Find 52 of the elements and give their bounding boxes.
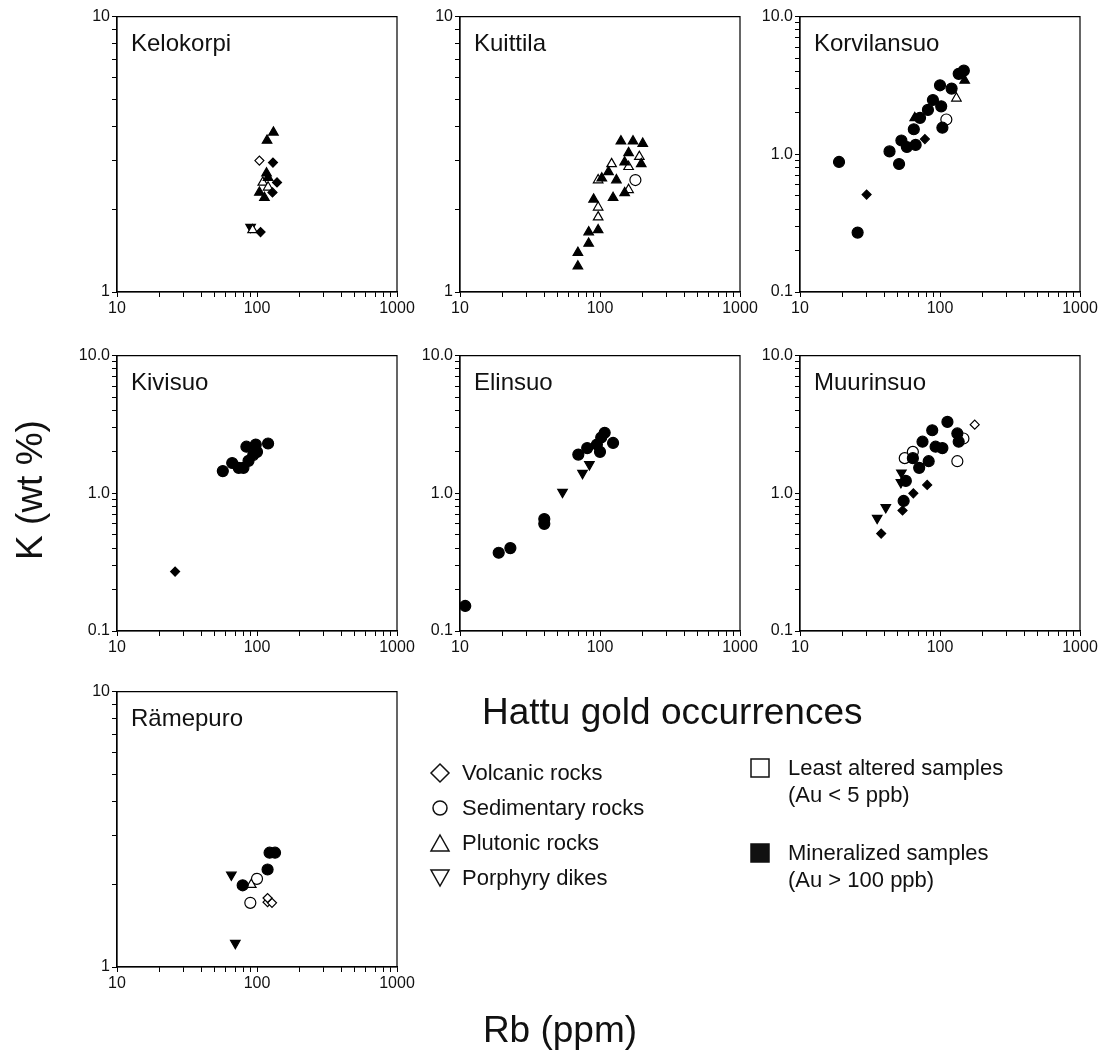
y-tick-label: 10.0 [761, 346, 794, 364]
y-tick-label: 0.1 [770, 282, 794, 300]
y-tick-label: 1 [101, 282, 111, 300]
x-tick-label: 100 [243, 638, 271, 656]
y-tick-label: 1.0 [87, 483, 111, 501]
y-tick-label: 1.0 [430, 483, 454, 501]
y-tick-label: 0.1 [87, 621, 111, 639]
x-tick-label: 10 [451, 638, 469, 656]
x-tick-label: 100 [243, 299, 271, 317]
x-tick-label: 10 [791, 638, 809, 656]
y-tick-label: 10.0 [78, 346, 111, 364]
x-tick-label: 1000 [722, 299, 758, 317]
x-tick-label: 100 [243, 974, 271, 992]
x-tick-label: 10 [451, 299, 469, 317]
text: K (wt %) [8, 419, 51, 562]
y-tick-label: 1 [101, 957, 111, 975]
x-tick-label: 100 [926, 299, 954, 317]
text: Porphyry dikes [462, 864, 608, 891]
text: Kivisuo [131, 368, 209, 396]
y-tick-label: 0.1 [770, 621, 794, 639]
y-tick-label: 1 [444, 282, 454, 300]
text: Volcanic rocks [462, 759, 603, 786]
x-tick-label: 100 [926, 638, 954, 656]
x-tick-label: 100 [586, 299, 614, 317]
x-tick-label: 1000 [379, 974, 415, 992]
x-tick-label: 1000 [722, 638, 758, 656]
x-tick-label: 10 [791, 299, 809, 317]
x-tick-label: 1000 [1062, 638, 1098, 656]
text: Kuittila [474, 29, 547, 57]
y-tick-label: 10 [435, 7, 454, 25]
text: Kelokorpi [131, 29, 232, 57]
text: Mineralized samples (Au > 100 ppb) [788, 839, 989, 893]
y-tick-label: 0.1 [430, 621, 454, 639]
x-tick-label: 1000 [1062, 299, 1098, 317]
y-tick-label: 10.0 [421, 346, 454, 364]
y-tick-label: 10 [92, 7, 111, 25]
x-tick-label: 1000 [379, 638, 415, 656]
y-tick-label: 1.0 [770, 144, 794, 162]
text: Elinsuo [474, 368, 553, 396]
text: Korvilansuo [814, 29, 940, 57]
text: Plutonic rocks [462, 829, 599, 856]
x-tick-label: 1000 [379, 299, 415, 317]
text: Hattu gold occurrences [482, 690, 863, 734]
text: Rb (ppm) [481, 1008, 639, 1052]
text: Least altered samples (Au < 5 ppb) [788, 754, 1004, 808]
text: Muurinsuo [814, 368, 927, 396]
y-tick-label: 10.0 [761, 7, 794, 25]
x-tick-label: 100 [586, 638, 614, 656]
text: Rämepuro [131, 704, 244, 732]
text: Sedimentary rocks [462, 794, 645, 821]
y-tick-label: 10 [92, 682, 111, 700]
y-tick-label: 1.0 [770, 483, 794, 501]
